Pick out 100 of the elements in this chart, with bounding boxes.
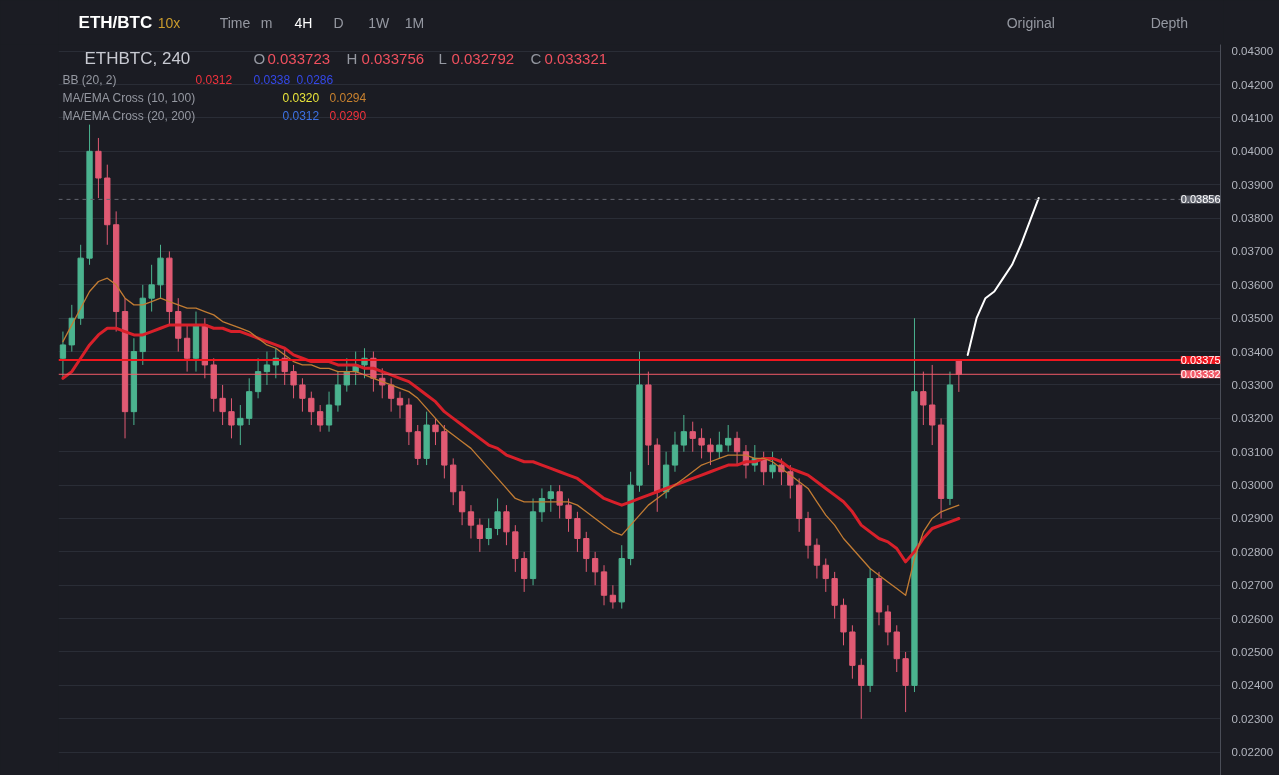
candlestick <box>494 497 501 536</box>
y-tick-label: 0.04200 <box>1231 78 1274 91</box>
chart-title: ETHBTC, 240 <box>84 49 191 68</box>
candlestick <box>671 431 679 473</box>
text: ETH/BTC <box>78 13 153 32</box>
line-series <box>966 197 1040 356</box>
line-series <box>61 323 961 564</box>
y-tick-label: 0.04100 <box>1231 111 1274 124</box>
ref-line-label: 0.03856 <box>1180 193 1221 206</box>
candlestick <box>299 377 306 413</box>
annotation: 0.032792 <box>451 49 515 67</box>
annotation: 0.033321 <box>544 49 608 67</box>
candlestick <box>148 264 155 313</box>
y-tick-label: 0.03500 <box>1231 312 1274 325</box>
candlestick <box>308 391 315 426</box>
candlestick <box>521 551 528 593</box>
text: 4H <box>294 14 313 31</box>
candlestick <box>387 377 395 413</box>
candlestick <box>334 371 342 413</box>
annotation: 0.0338 <box>253 73 291 87</box>
y-tick-label: 0.03700 <box>1231 245 1274 258</box>
candlestick <box>600 564 608 606</box>
annotation: 0.033723 <box>267 49 331 67</box>
candlestick <box>281 347 288 386</box>
y-tick-label: 0.02500 <box>1231 646 1274 658</box>
annotation: MA/EMA Cross (20, 200) <box>62 108 196 123</box>
candlestick <box>920 371 927 426</box>
annotation: BB (20, 2) <box>62 72 117 87</box>
ref-line-label: 0.03375 <box>1180 353 1221 366</box>
candlestick <box>565 497 572 533</box>
candlestick <box>698 427 705 459</box>
candlestick <box>467 504 475 540</box>
annotation: MA/EMA Cross (10, 100) <box>62 90 196 105</box>
candlestick <box>680 414 688 453</box>
text: m <box>260 14 273 31</box>
candlestick <box>929 364 936 446</box>
text: Original <box>1006 14 1055 31</box>
y-tick-label: 0.02700 <box>1231 579 1274 592</box>
candlestick <box>59 331 67 379</box>
candlestick <box>485 517 492 546</box>
annotation: L <box>438 50 447 67</box>
candlestick <box>609 584 617 610</box>
y-tick-label: 0.03100 <box>1231 445 1274 458</box>
candlestick <box>290 364 297 399</box>
ref-line-label: 0.03332 <box>1180 368 1221 381</box>
annotation: 0.0312 <box>282 109 320 123</box>
candlestick <box>547 484 554 513</box>
candlestick <box>396 391 404 419</box>
candlestick <box>228 397 235 439</box>
y-tick-label: 0.02800 <box>1231 545 1274 558</box>
text: 1W <box>368 14 390 31</box>
line-series <box>62 277 960 596</box>
y-tick-label: 0.04300 <box>1231 45 1274 58</box>
y-tick-label: 0.02400 <box>1231 679 1274 692</box>
annotation: 0.0294 <box>329 91 367 105</box>
candlestick <box>716 431 723 459</box>
text: Depth <box>1150 14 1188 31</box>
y-tick-label: 0.03800 <box>1231 212 1274 225</box>
candlestick <box>583 531 590 573</box>
candlestick <box>813 538 821 580</box>
candlestick <box>769 451 776 479</box>
y-tick-label: 0.02600 <box>1231 612 1274 625</box>
candlestick <box>263 351 271 386</box>
annotation: 0.0320 <box>282 91 320 105</box>
annotation: O <box>253 50 266 67</box>
candlestick <box>237 404 244 446</box>
candlestick <box>458 484 466 526</box>
y-tick-label: 0.03000 <box>1231 479 1274 492</box>
candlestick <box>733 431 741 466</box>
annotation: H <box>346 50 358 67</box>
candlestick <box>254 357 262 399</box>
candlestick <box>343 357 350 393</box>
annotation: 0.0312 <box>195 73 233 87</box>
candlestick <box>503 504 510 546</box>
candlestick <box>591 551 599 586</box>
text: Time <box>219 14 251 31</box>
y-tick-label: 0.03400 <box>1231 345 1274 358</box>
text: 1M <box>404 14 425 31</box>
y-tick-label: 0.02300 <box>1231 712 1274 725</box>
candlestick <box>556 484 563 519</box>
candlestick <box>574 511 581 553</box>
candlestick <box>858 658 865 720</box>
y-tick-label: 0.03600 <box>1231 278 1274 291</box>
annotation: 0.0290 <box>329 109 367 123</box>
y-tick-label: 0.03300 <box>1231 378 1274 391</box>
y-tick-label: 0.03200 <box>1231 412 1274 425</box>
candlestick <box>432 417 439 446</box>
candlestick <box>317 404 324 433</box>
y-tick-label: 0.03900 <box>1231 178 1274 191</box>
text: 10x <box>157 14 181 31</box>
candlestick <box>725 424 732 453</box>
candlestick <box>476 517 483 553</box>
candlestick <box>689 421 696 453</box>
y-tick-label: 0.02900 <box>1231 512 1274 525</box>
annotation: C <box>530 50 542 67</box>
candlestick <box>822 558 829 593</box>
annotation: 0.0286 <box>296 73 334 87</box>
y-tick-label: 0.04000 <box>1231 145 1274 158</box>
candlestick <box>884 604 892 646</box>
text: D <box>333 14 344 31</box>
